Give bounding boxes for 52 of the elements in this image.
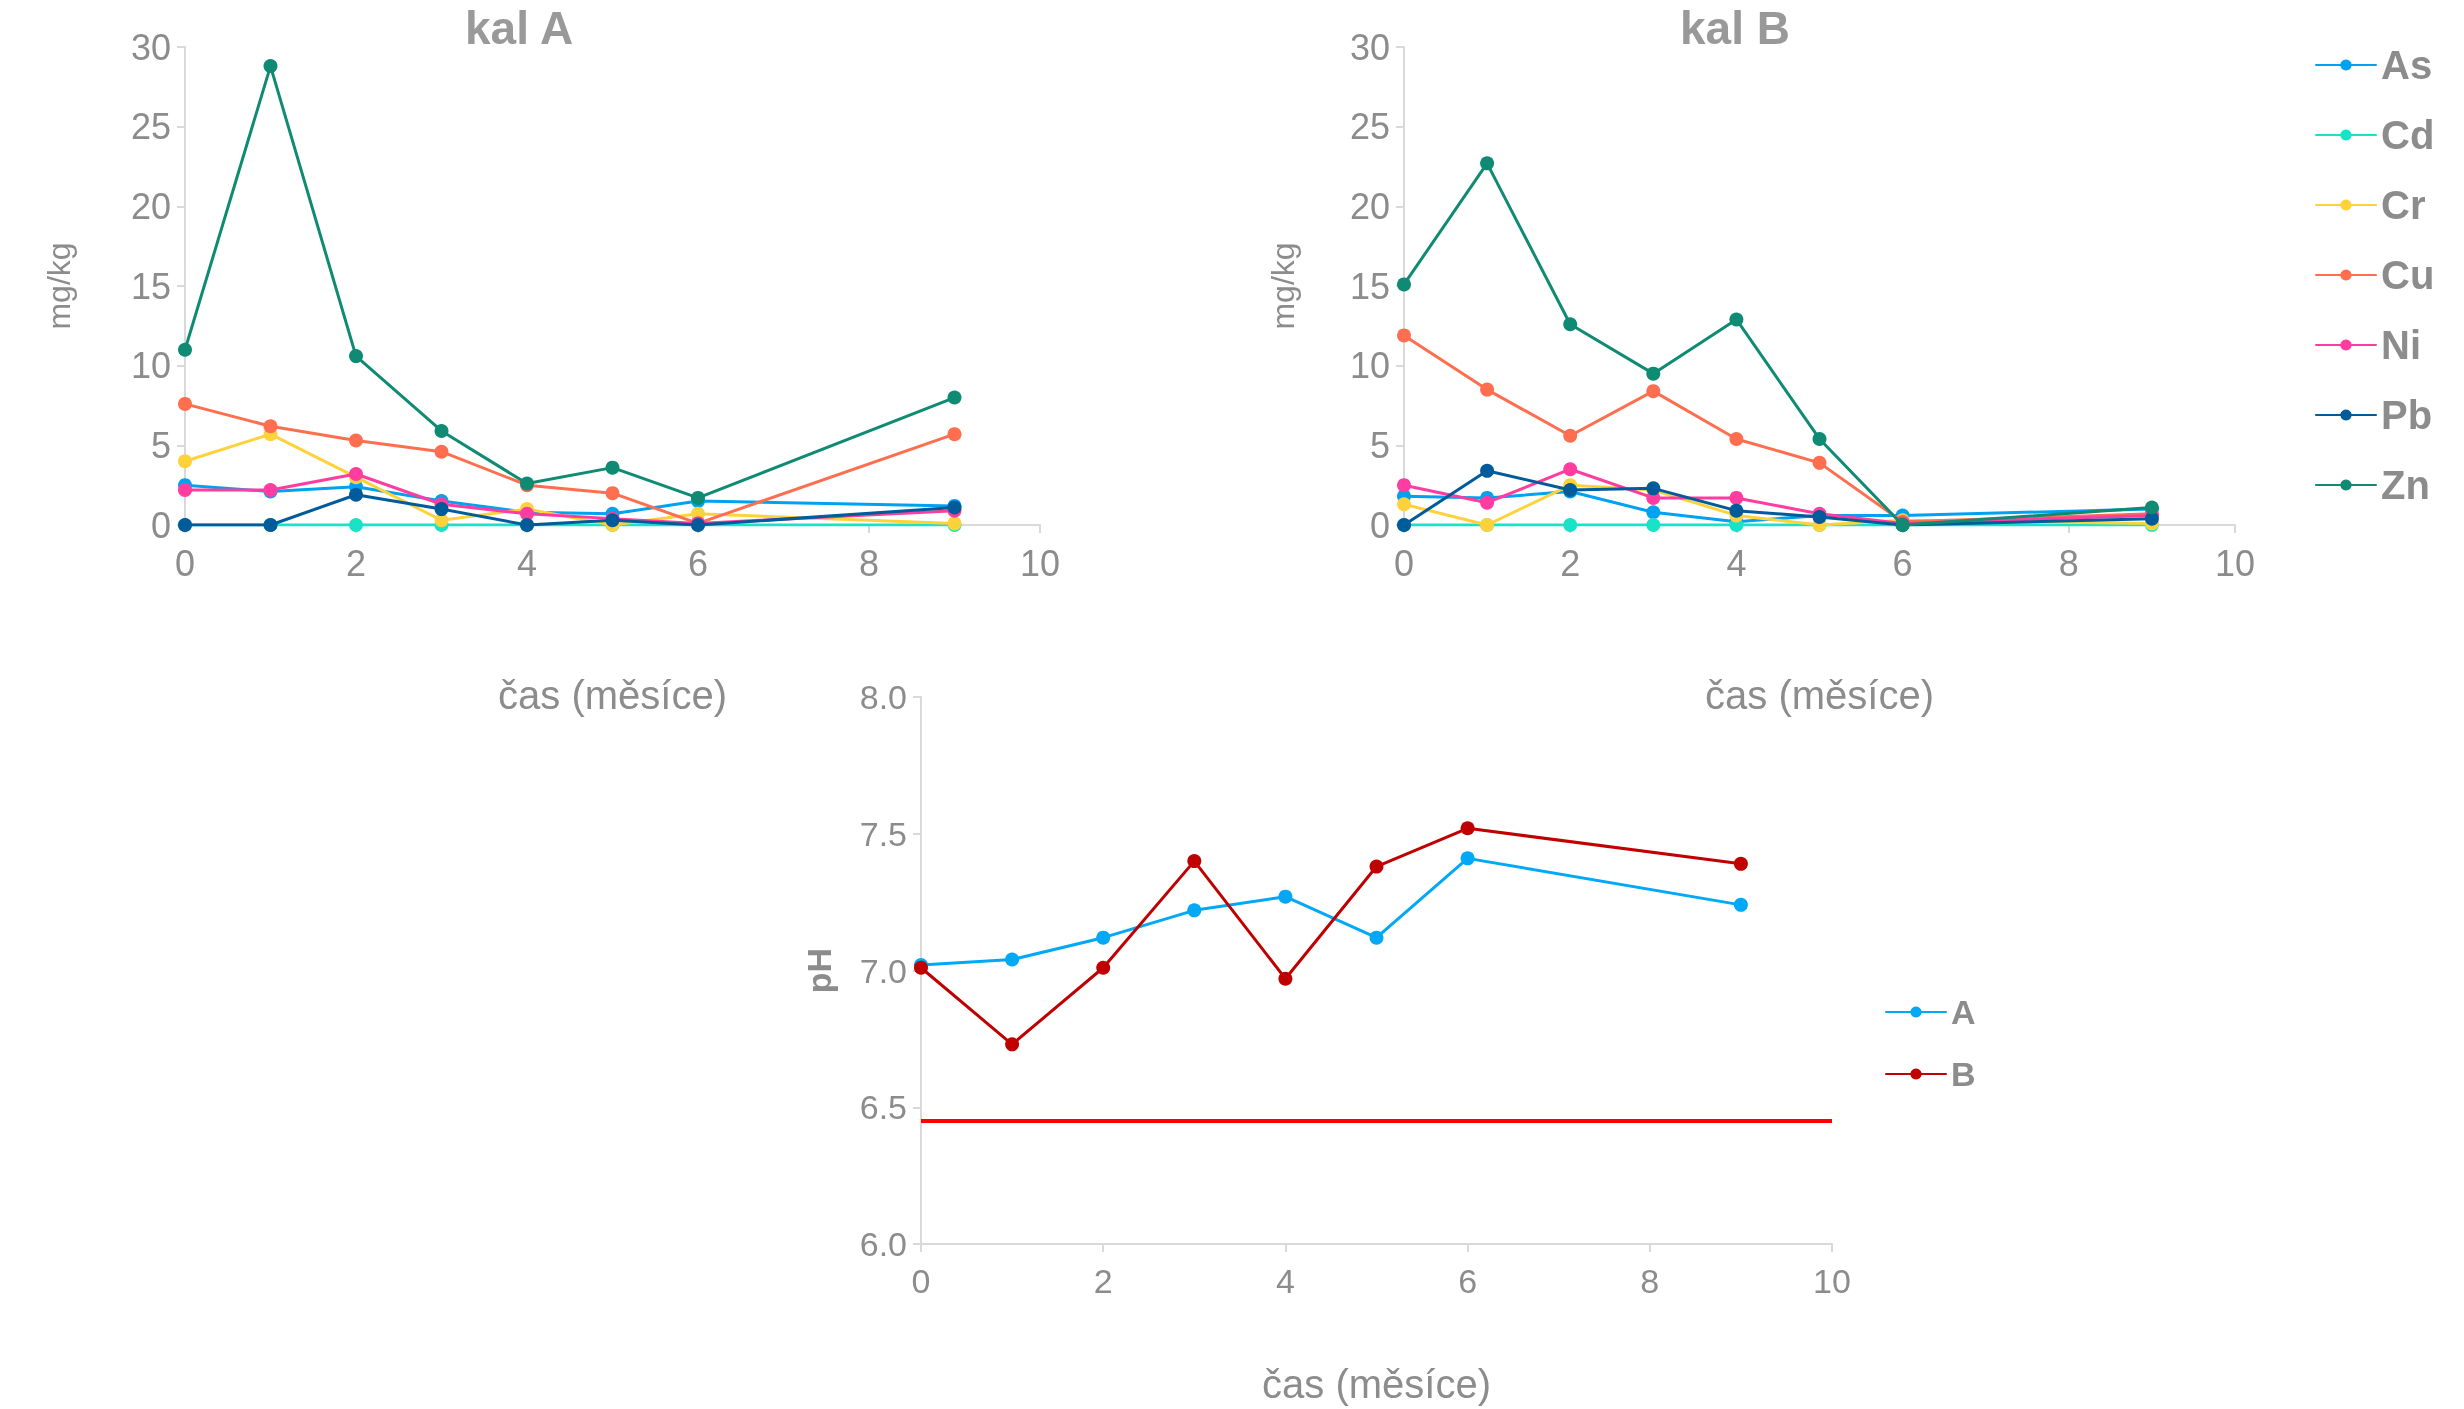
x-tick-label: 2 (1093, 1262, 1113, 1300)
x-tick-label: 6 (687, 542, 709, 584)
x-tick-label: 10 (1813, 1262, 1851, 1300)
y-tick-label: 7.0 (859, 951, 907, 990)
y-tick-label: 15 (130, 265, 171, 307)
x-tick-label: 8 (2058, 542, 2079, 584)
y-tick-label: 7.5 (859, 814, 907, 853)
x-tick-label: 4 (1726, 542, 1747, 584)
x-tick-label: 2 (345, 542, 367, 584)
y-tick-label: 5 (150, 424, 171, 466)
x-tick-label: 8 (1640, 1262, 1660, 1300)
y-tick-label: 15 (1349, 265, 1390, 307)
x-tick-label: 2 (1560, 542, 1581, 584)
y-tick-label: 30 (1349, 26, 1390, 68)
y-tick-label: 10 (130, 345, 171, 387)
x-tick-label: 6 (1458, 1262, 1478, 1300)
x-tick-label: 6 (1892, 542, 1913, 584)
chart-title: kal A (465, 2, 574, 54)
legend-label: Cr (2381, 183, 2426, 227)
y-tick-label: 0 (1369, 504, 1390, 546)
x-tick-label: 4 (1275, 1262, 1295, 1300)
x-tick-label: 10 (1019, 542, 1061, 584)
x-tick-label: 8 (858, 542, 880, 584)
y-tick-label: 5 (1369, 424, 1390, 466)
x-tick-label: 4 (516, 542, 538, 584)
y-tick-label: 25 (130, 106, 171, 148)
y-tick-label: 8.0 (859, 678, 907, 716)
y-tick-label: 6.0 (859, 1225, 907, 1263)
legend-label: A (1951, 993, 1976, 1031)
y-axis-title: pH (800, 947, 838, 994)
legend-label: Cu (2381, 253, 2435, 297)
legend-label: Cd (2381, 113, 2435, 157)
legend-label: As (2381, 43, 2433, 87)
x-tick-label: 0 (911, 1262, 931, 1300)
x-axis-title: čas (měsíce) (498, 673, 727, 717)
y-axis-title: mg/kg (1265, 242, 1301, 330)
y-tick-label: 10 (1349, 345, 1390, 387)
y-tick-label: 20 (130, 185, 171, 227)
chart-title: kal B (1680, 2, 1790, 54)
y-axis-title: mg/kg (41, 242, 77, 330)
legend-label: B (1951, 1055, 1976, 1093)
y-tick-label: 0 (150, 504, 171, 546)
y-tick-label: 25 (1349, 106, 1390, 148)
y-tick-label: 6.5 (859, 1088, 907, 1127)
x-axis-title: čas (měsíce) (1705, 673, 1934, 717)
y-tick-label: 30 (130, 26, 171, 68)
legend-label: Pb (2381, 393, 2433, 437)
legend-label: Zn (2381, 463, 2430, 507)
x-tick-label: 10 (2214, 542, 2256, 584)
x-axis-title: čas (měsíce) (1262, 1362, 1491, 1406)
y-tick-label: 20 (1349, 185, 1390, 227)
legend-label: Ni (2381, 323, 2421, 367)
